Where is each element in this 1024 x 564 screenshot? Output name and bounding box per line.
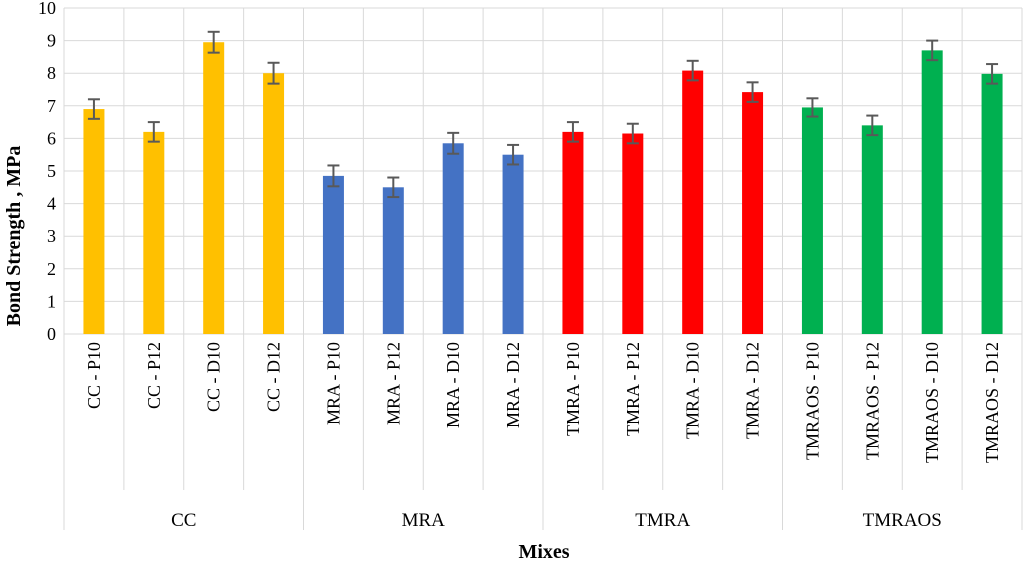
bar <box>502 154 524 334</box>
category-label: TMRAOS - P12 <box>862 342 882 460</box>
bar <box>562 131 584 334</box>
group-label: TMRAOS <box>863 510 942 531</box>
y-tick-label: 6 <box>47 128 56 148</box>
y-tick-label: 10 <box>38 0 56 18</box>
category-label: TMRAOS - P10 <box>802 342 822 460</box>
category-label: TMRAOS - D12 <box>982 342 1002 463</box>
bar <box>921 50 943 334</box>
error-bars <box>87 30 999 199</box>
category-label: CC - P10 <box>84 342 104 409</box>
y-tick-label: 8 <box>47 63 56 83</box>
category-label: MRA - D10 <box>443 342 463 428</box>
y-tick-label: 3 <box>47 226 56 246</box>
group-label: MRA <box>402 510 446 531</box>
x-axis-title: Mixes <box>518 541 569 563</box>
y-tick-label: 1 <box>47 291 56 311</box>
category-label: CC - D10 <box>204 342 224 412</box>
bar <box>203 42 225 334</box>
category-label: TMRAOS - D10 <box>922 342 942 463</box>
bar <box>263 73 285 334</box>
category-label: TMRA - P10 <box>563 342 583 436</box>
group-labels: CC MRA TMRA TMRAOS <box>171 510 942 531</box>
category-label: TMRA - D10 <box>683 342 703 439</box>
y-tick-labels: 0 1 2 3 4 5 6 7 8 9 10 <box>38 0 56 344</box>
y-tick-label: 4 <box>47 194 56 214</box>
bar <box>622 133 644 334</box>
category-labels: CC - P10 CC - P12 CC - D10 CC - D12 MRA - P1… <box>84 342 1002 463</box>
bar <box>442 143 464 334</box>
category-label: MRA - P12 <box>383 342 403 425</box>
group-label: CC <box>171 510 196 531</box>
bar <box>742 92 764 334</box>
category-label: CC - P12 <box>144 342 164 409</box>
bar <box>382 187 404 334</box>
bar <box>682 70 704 334</box>
y-tick-label: 5 <box>47 161 56 181</box>
category-label: MRA - P10 <box>323 342 343 425</box>
category-label: MRA - D12 <box>503 342 523 428</box>
bar <box>143 131 165 334</box>
y-axis-title: Bond Strength , MPa <box>3 146 25 327</box>
group-label: TMRA <box>635 510 690 531</box>
category-label: TMRA - P12 <box>623 342 643 436</box>
bars <box>83 42 1003 335</box>
bar <box>83 109 105 334</box>
category-label: TMRA - D12 <box>743 342 763 439</box>
y-tick-label: 9 <box>47 31 56 51</box>
bar <box>981 73 1003 335</box>
bar <box>861 125 883 334</box>
y-tick-label: 2 <box>47 259 56 279</box>
category-label: CC - D12 <box>264 342 284 412</box>
y-tick-label: 0 <box>47 324 56 344</box>
y-tick-label: 7 <box>47 96 56 116</box>
bar <box>322 175 344 334</box>
bar <box>801 107 823 335</box>
